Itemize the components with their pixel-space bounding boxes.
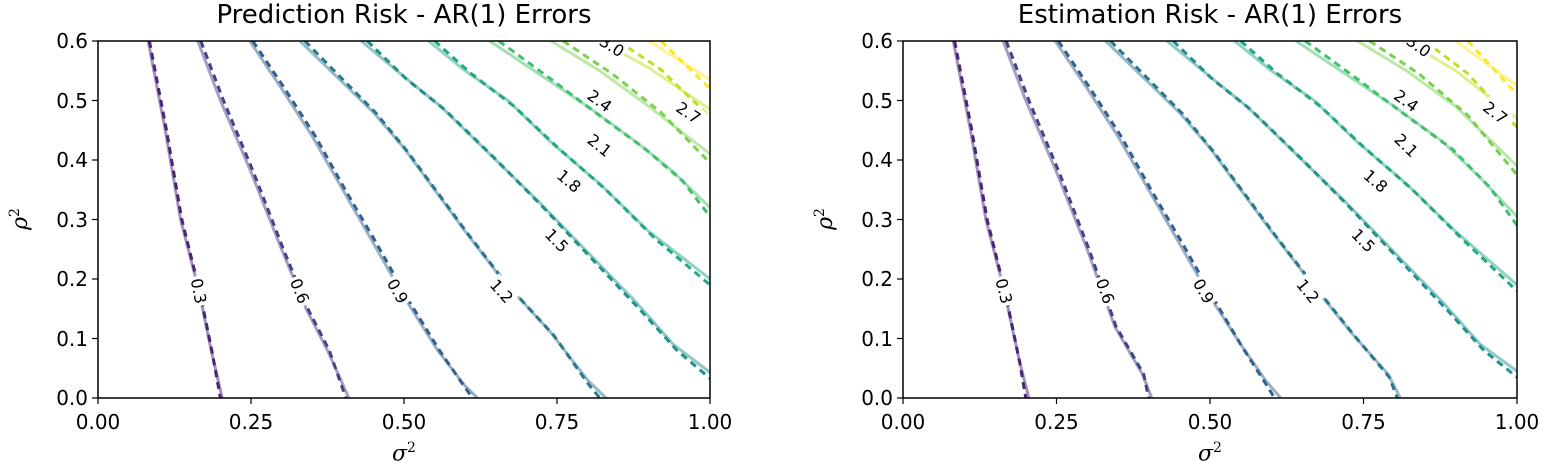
y-tick-label: 0.2: [56, 267, 88, 291]
svg-text:2.4: 2.4: [1390, 86, 1422, 116]
contour-solid-2.4: [1356, 41, 1517, 167]
contour-label-1.2: 1.2: [1291, 272, 1326, 309]
contour-solid-3.0: [1454, 41, 1517, 87]
y-axis-label-text: ρ: [8, 216, 34, 230]
contour-solid-2.1: [488, 41, 710, 209]
svg-text:0.3: 0.3: [991, 276, 1016, 305]
contour-dashed-0.9: [1057, 41, 1276, 398]
contour-solid-0.9: [1054, 41, 1282, 398]
contour-label-2.1: 2.1: [1388, 127, 1425, 163]
axes-frame: [97, 40, 711, 399]
x-tick-label: 0.25: [228, 410, 274, 434]
contour-dashed-2.4: [562, 41, 710, 165]
contour-label-2.7: 2.7: [670, 95, 707, 130]
contour-dashed-2.4: [1368, 41, 1517, 176]
y-tick-label: 0.5: [861, 88, 893, 113]
contour-solid-1.8: [1233, 41, 1517, 287]
contour-dashed-0.6: [1004, 41, 1151, 398]
contour-label-2.1: 2.1: [581, 127, 618, 163]
contour-label-2.4: 2.4: [1388, 83, 1425, 118]
x-tick-label: 1.00: [1494, 410, 1540, 434]
y-tick-label: 0.1: [56, 326, 88, 351]
contour-solid-1.5: [360, 41, 710, 374]
panel-estimation-risk: Estimation Risk - AR(1) Errors 0.3 0.6 0.9…: [805, 0, 1546, 473]
plot-area: 0.3 0.6 0.9 1.21.51.82.12.4 2.73.0: [92, 40, 711, 404]
contour-solid-1.8: [427, 41, 710, 281]
contour-solid-2.1: [1295, 41, 1517, 218]
contour-label-0.6: 0.6: [285, 273, 315, 309]
y-tick-label: 0.0: [56, 386, 88, 410]
contour-label-1.2: 1.2: [484, 273, 520, 309]
y-tick-label: 0.5: [56, 88, 88, 113]
contour-dashed-0.3: [147, 41, 222, 398]
contour-dashed-2.1: [498, 41, 710, 218]
contour-dashed-1.2: [1109, 41, 1399, 398]
contour-dashed-0.6: [199, 41, 348, 398]
x-axis-label: σ2: [1198, 440, 1222, 466]
y-tick-label: 0.2: [861, 267, 893, 291]
x-axis-label-sup: 2: [1213, 440, 1222, 456]
y-axis-label: ρ2: [812, 208, 838, 230]
svg-text:1.2: 1.2: [1292, 275, 1323, 307]
x-tick-label: 0.50: [381, 410, 427, 434]
chart-title: Prediction Risk - AR(1) Errors: [216, 0, 592, 30]
contour-dashed-1.5: [1172, 41, 1517, 379]
y-axis-label-sup: 2: [811, 208, 828, 217]
x-tick-label: 0.25: [1034, 410, 1079, 434]
svg-text:0.3: 0.3: [187, 277, 211, 306]
x-tick-label: 0.00: [880, 410, 926, 434]
contour-label-0.3: 0.3: [186, 274, 212, 308]
y-tick-label: 0.1: [861, 326, 893, 351]
contour-label-2.7: 2.7: [1477, 95, 1514, 130]
contour-label-0.3: 0.3: [990, 273, 1018, 308]
y-tick-label: 0.3: [861, 207, 893, 232]
svg-text:2.1: 2.1: [1390, 130, 1422, 161]
x-tick-label: 0.00: [75, 410, 121, 434]
axes-frame: [902, 40, 1518, 399]
contour-dashed-1.8: [1239, 41, 1517, 292]
chart-title: Estimation Risk - AR(1) Errors: [1017, 0, 1403, 30]
contour-dashed-2.7: [617, 41, 710, 119]
contour-dashed-0.3: [953, 41, 1028, 398]
x-tick-label: 0.75: [1341, 410, 1386, 434]
contour-solid-1.5: [1166, 41, 1517, 373]
contour-solid-0.6: [196, 41, 351, 398]
y-axis-label-text: ρ: [813, 216, 839, 230]
y-tick-label: 0.4: [56, 148, 88, 172]
y-axis-label: ρ2: [7, 208, 33, 230]
svg-text:3.0: 3.0: [1403, 31, 1435, 61]
x-axis-label-sup: 2: [407, 440, 416, 456]
contour-label-2.4: 2.4: [581, 83, 618, 118]
y-tick-label: 0.6: [56, 29, 88, 53]
contour-label-0.6: 0.6: [1091, 273, 1121, 309]
svg-text:2.4: 2.4: [584, 86, 616, 116]
x-axis-label: σ2: [392, 440, 416, 466]
contour-label-1.5: 1.5: [1345, 222, 1382, 259]
y-tick-label: 0.3: [56, 207, 88, 232]
svg-text:1.8: 1.8: [1360, 166, 1392, 197]
contour-dashed-0.9: [251, 41, 474, 398]
y-tick-label: 0.6: [861, 29, 893, 53]
contour-dashed-3.0: [1466, 41, 1517, 96]
y-axis-label-sup: 2: [6, 208, 23, 217]
x-axis-label-text: σ: [1198, 441, 1214, 467]
contour-dashed-1.5: [366, 41, 710, 380]
svg-text:1.8: 1.8: [553, 166, 585, 197]
y-tick-label: 0.4: [861, 148, 893, 172]
contour-dashed-1.8: [433, 41, 710, 287]
x-tick-label: 1.00: [687, 410, 733, 434]
contour-label-3.0: 3.0: [594, 41, 631, 63]
y-tick-label: 0.0: [861, 386, 893, 410]
x-tick-label: 0.50: [1187, 410, 1233, 434]
contour-label-1.5: 1.5: [539, 222, 575, 259]
svg-text:1.2: 1.2: [486, 275, 517, 307]
contour-dashed-2.1: [1304, 41, 1517, 227]
x-axis-label-text: σ: [392, 441, 408, 467]
svg-text:2.1: 2.1: [584, 130, 616, 161]
plot-area: 0.3 0.6 0.9 1.21.51.82.12.4 2.73.0: [897, 31, 1518, 404]
contour-solid-1.2: [1104, 41, 1402, 398]
svg-text:2.7: 2.7: [1479, 97, 1511, 128]
x-tick-label: 0.75: [534, 410, 580, 434]
panel-prediction-risk: Prediction Risk - AR(1) Errors 0.3 0.6 0.9…: [7, 0, 733, 466]
